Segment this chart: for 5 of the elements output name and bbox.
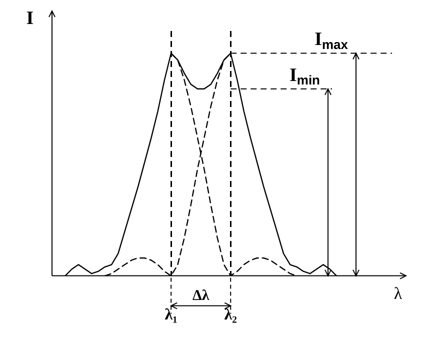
x-tick-label: λ₂ (224, 306, 238, 324)
y-axis-title: I (26, 8, 34, 29)
x-tick-label: λ₁ (164, 306, 178, 324)
text: Δλ (192, 288, 210, 304)
x-axis-title: λ (394, 284, 403, 303)
